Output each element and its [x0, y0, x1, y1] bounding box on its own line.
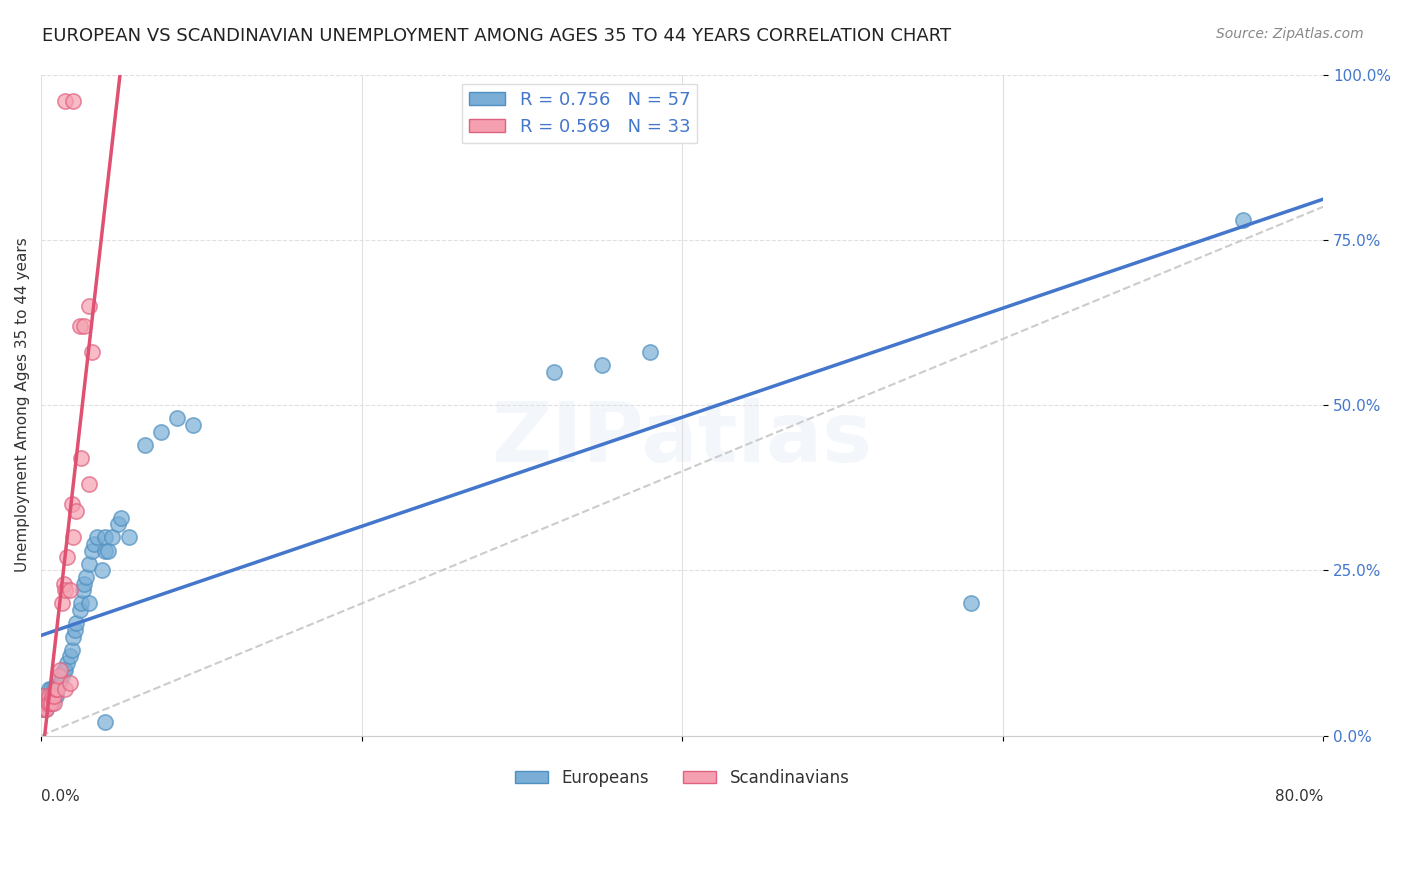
Point [37, 689, 59, 703]
Point [65, 504, 87, 518]
Point [59, 583, 82, 598]
Point [63, 623, 86, 637]
Point [53, 94, 76, 108]
Point [107, 517, 129, 532]
Point [55, 550, 77, 565]
Point [44, 682, 66, 697]
Point [73, 318, 96, 333]
Point [55, 656, 77, 670]
Point [110, 510, 132, 524]
Point [97, 543, 120, 558]
Point [38, 689, 60, 703]
Point [38, 696, 60, 710]
Point [42, 689, 65, 703]
Point [73, 576, 96, 591]
Point [77, 557, 100, 571]
Point [34, 696, 56, 710]
Point [39, 696, 62, 710]
Legend: Europeans, Scandinavians: Europeans, Scandinavians [509, 762, 856, 794]
Point [62, 530, 84, 544]
Point [46, 675, 69, 690]
Point [37, 696, 59, 710]
Point [70, 597, 93, 611]
Point [638, 345, 661, 359]
Point [41, 689, 63, 703]
Point [34, 689, 56, 703]
Point [35, 702, 58, 716]
Point [94, 715, 117, 730]
Point [62, 630, 84, 644]
Point [38, 696, 60, 710]
Point [51, 669, 73, 683]
Point [134, 438, 156, 452]
Point [183, 417, 205, 432]
Point [34, 696, 56, 710]
Point [69, 318, 91, 333]
Point [166, 411, 188, 425]
Point [46, 682, 69, 697]
Point [72, 583, 94, 598]
Point [62, 94, 84, 108]
Point [60, 642, 83, 657]
Point [100, 530, 122, 544]
Point [65, 616, 87, 631]
Point [35, 689, 58, 703]
Point [118, 530, 141, 544]
Point [86, 530, 108, 544]
Point [42, 696, 65, 710]
Point [37, 696, 59, 710]
Point [52, 576, 75, 591]
Point [591, 359, 613, 373]
Point [52, 663, 75, 677]
Text: 80.0%: 80.0% [1275, 789, 1323, 804]
Point [48, 669, 70, 683]
Y-axis label: Unemployment Among Ages 35 to 44 years: Unemployment Among Ages 35 to 44 years [15, 238, 30, 573]
Point [35, 702, 58, 716]
Point [60, 497, 83, 511]
Point [82, 345, 104, 359]
Point [44, 689, 66, 703]
Point [49, 663, 72, 677]
Text: ZIPatlas: ZIPatlas [492, 398, 873, 479]
Point [42, 682, 65, 697]
Text: 0.0%: 0.0% [41, 789, 80, 804]
Point [53, 682, 76, 697]
Text: Source: ZipAtlas.com: Source: ZipAtlas.com [1216, 27, 1364, 41]
Point [53, 583, 76, 598]
Point [1232, 213, 1254, 227]
Point [39, 689, 62, 703]
Point [31, 702, 53, 716]
Point [42, 689, 65, 703]
Point [150, 425, 173, 439]
Point [69, 603, 91, 617]
Point [53, 663, 76, 677]
Point [543, 365, 565, 379]
Point [94, 530, 117, 544]
Point [46, 682, 69, 697]
Point [49, 675, 72, 690]
Point [41, 696, 63, 710]
Point [39, 682, 62, 697]
Point [77, 299, 100, 313]
Text: EUROPEAN VS SCANDINAVIAN UNEMPLOYMENT AMONG AGES 35 TO 44 YEARS CORRELATION CHAR: EUROPEAN VS SCANDINAVIAN UNEMPLOYMENT AM… [42, 27, 952, 45]
Point [75, 570, 97, 584]
Point [31, 702, 53, 716]
Point [48, 669, 70, 683]
Point [38, 682, 60, 697]
Point [77, 477, 100, 491]
Point [59, 649, 82, 664]
Point [91, 563, 114, 577]
Point [82, 543, 104, 558]
Point [77, 597, 100, 611]
Point [38, 689, 60, 703]
Point [70, 450, 93, 465]
Point [59, 675, 82, 690]
Point [51, 597, 73, 611]
Point [34, 689, 56, 703]
Point [959, 597, 981, 611]
Point [94, 543, 117, 558]
Point [83, 537, 105, 551]
